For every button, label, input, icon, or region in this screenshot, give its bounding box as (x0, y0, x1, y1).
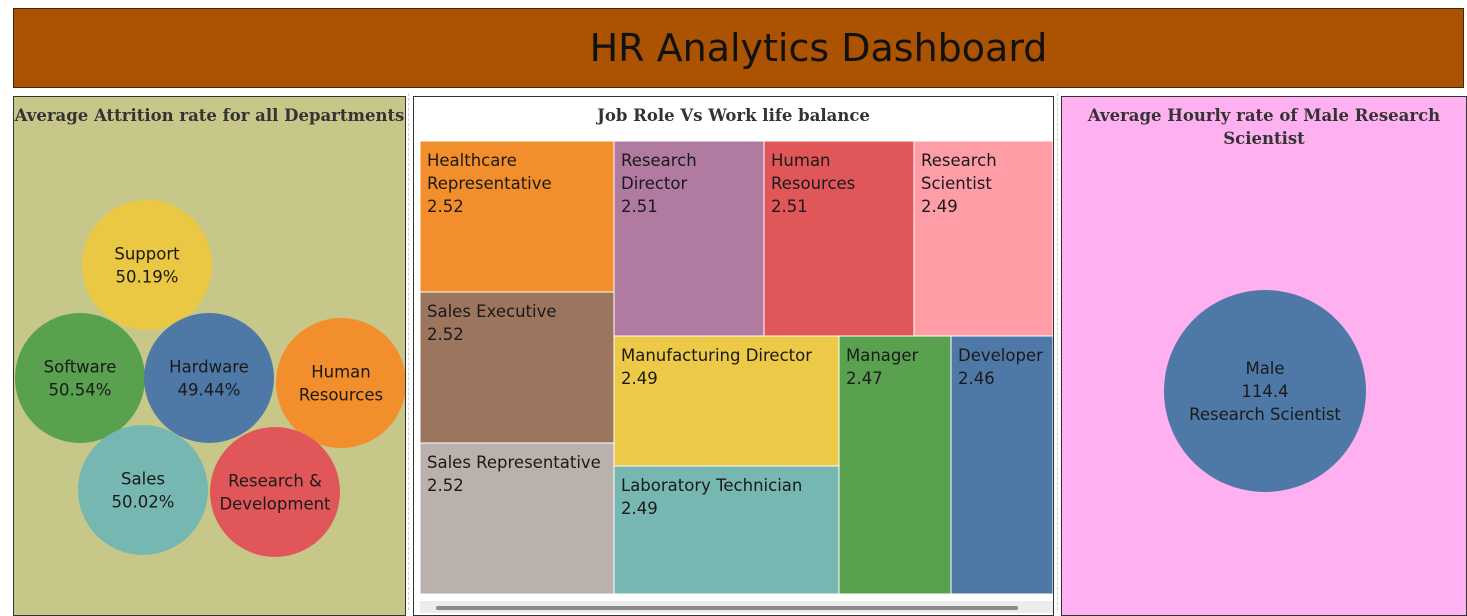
panel-separator (408, 93, 409, 610)
treemap-cell-rect[interactable] (419, 140, 615, 293)
hourly-rate-panel: Average Hourly rate of Male Research Sci… (1061, 96, 1467, 616)
bubble-circle[interactable] (78, 425, 208, 555)
treemap-value-label: 2.52 (427, 476, 464, 495)
treemap-cell-rect[interactable] (838, 335, 952, 595)
bubble-gender-label: Male (1245, 359, 1284, 378)
treemap-cell-human-resources[interactable]: Human Resources 2.51 (763, 140, 915, 337)
treemap-cell-rect[interactable] (913, 140, 1053, 337)
treemap-role-label: Representative (427, 174, 552, 193)
panel-separator (1057, 93, 1058, 610)
treemap-cell-research-scientist[interactable]: Research Scientist 2.49 (913, 140, 1053, 337)
dashboard-header: HR Analytics Dashboard (13, 8, 1464, 88)
bubble-label: Research & (228, 472, 322, 491)
treemap-value-label: 2.51 (621, 197, 658, 216)
bubble-label: Development (219, 495, 331, 514)
bubble-circle[interactable] (210, 427, 340, 557)
treemap-cell-rect[interactable] (763, 140, 915, 337)
treemap-role-label: Sales Representative (427, 453, 601, 472)
treemap-cell-sales-executive[interactable]: Sales Executive 2.52 (419, 291, 615, 444)
bubble-sales[interactable]: Sales 50.02% (78, 425, 208, 555)
bubble-support[interactable]: Support 50.19% (82, 200, 212, 330)
bubble-label: Sales (121, 470, 165, 489)
bubble-label: Resources (299, 386, 383, 405)
treemap-cell-rect[interactable] (950, 335, 1053, 595)
bubble-male-research-scientist[interactable]: Male 114.4 Research Scientist (1164, 290, 1366, 492)
treemap-role-label: Laboratory Technician (621, 476, 802, 495)
treemap-role-label: Resources (771, 174, 855, 193)
treemap-cell-manager[interactable]: Manager 2.47 (838, 335, 952, 595)
bubble-value-label: 50.19% (116, 268, 179, 287)
treemap-cell-rect[interactable] (613, 465, 840, 595)
treemap-value-label: 2.49 (621, 369, 658, 388)
treemap-value-label: 2.47 (846, 369, 883, 388)
bubble-software[interactable]: Software 50.54% (15, 313, 145, 443)
worklife-panel: Job Role Vs Work life balance Healthcare… (413, 96, 1054, 616)
bubble-role-label: Research Scientist (1189, 405, 1341, 424)
horizontal-scrollbar[interactable] (420, 601, 1053, 613)
treemap-role-label: Scientist (921, 174, 992, 193)
treemap-value-label: 2.49 (921, 197, 958, 216)
treemap-role-label: Research (621, 151, 697, 170)
bubble-label: Software (44, 358, 117, 377)
treemap-cell-healthcare-representative[interactable]: Healthcare Representative 2.52 (419, 140, 615, 293)
bubble-circle[interactable] (276, 318, 405, 448)
bubble-label: Hardware (169, 358, 249, 377)
attrition-bubble-chart: Support 50.19% Software 50.54% Hardware 49.44… (15, 200, 405, 557)
attrition-panel: Average Attrition rate for all Departmen… (13, 96, 406, 616)
treemap-value-label: 2.52 (427, 197, 464, 216)
treemap-cell-rect[interactable] (419, 291, 615, 444)
bubble-value-label: 50.02% (112, 493, 175, 512)
bubble-value-label: 49.44% (178, 381, 241, 400)
scrollbar-thumb[interactable] (436, 606, 1018, 610)
treemap-cell-research-director[interactable]: Research Director 2.51 (613, 140, 765, 337)
treemap-cell-sales-representative[interactable]: Sales Representative 2.52 (419, 442, 615, 595)
bubble-label: Human (311, 363, 371, 382)
bubble-circle[interactable] (15, 313, 145, 443)
treemap-role-label: Developer (958, 346, 1043, 365)
bubble-human-resources[interactable]: Human Resources (276, 318, 405, 448)
treemap-value-label: 2.49 (621, 499, 658, 518)
hourly-rate-title-line-2: Scientist (1223, 129, 1305, 148)
bubble-label: Support (114, 245, 180, 264)
treemap-value-label: 2.46 (958, 369, 995, 388)
bubble-circle[interactable] (82, 200, 212, 330)
attrition-chart-title: Average Attrition rate for all Departmen… (14, 106, 405, 125)
treemap-cell-rect[interactable] (613, 140, 765, 337)
dashboard-title: HR Analytics Dashboard (589, 26, 1048, 70)
hourly-rate-bubble-chart: Male 114.4 Research Scientist (1164, 290, 1366, 492)
treemap-value-label: 2.51 (771, 197, 808, 216)
treemap-cell-rect[interactable] (613, 335, 840, 467)
bubble-circle[interactable] (144, 313, 274, 443)
treemap-value-label: 2.52 (427, 325, 464, 344)
treemap-role-label: Sales Executive (427, 302, 557, 321)
bubble-value-label: 50.54% (49, 381, 112, 400)
bubble-research-development[interactable]: Research & Development (210, 427, 340, 557)
worklife-chart-title: Job Role Vs Work life balance (597, 106, 870, 125)
treemap-role-label: Manager (846, 346, 919, 365)
bubble-circle[interactable] (1164, 290, 1366, 492)
hourly-rate-title-line-1: Average Hourly rate of Male Research (1087, 106, 1441, 125)
treemap-cell-manufacturing-director[interactable]: Manufacturing Director 2.49 (613, 335, 840, 467)
treemap-role-label: Research (921, 151, 997, 170)
worklife-treemap: Healthcare Representative 2.52 Research Dire… (419, 140, 1053, 595)
bubble-value-label: 114.4 (1241, 382, 1288, 401)
treemap-cell-laboratory-technician[interactable]: Laboratory Technician 2.49 (613, 465, 840, 595)
treemap-cell-rect[interactable] (419, 442, 615, 595)
treemap-role-label: Manufacturing Director (621, 346, 812, 365)
treemap-role-label: Healthcare (427, 151, 517, 170)
bubble-hardware[interactable]: Hardware 49.44% (144, 313, 274, 443)
treemap-role-label: Director (621, 174, 687, 193)
treemap-role-label: Human (771, 151, 831, 170)
treemap-cell-developer[interactable]: Developer 2.46 (950, 335, 1053, 595)
